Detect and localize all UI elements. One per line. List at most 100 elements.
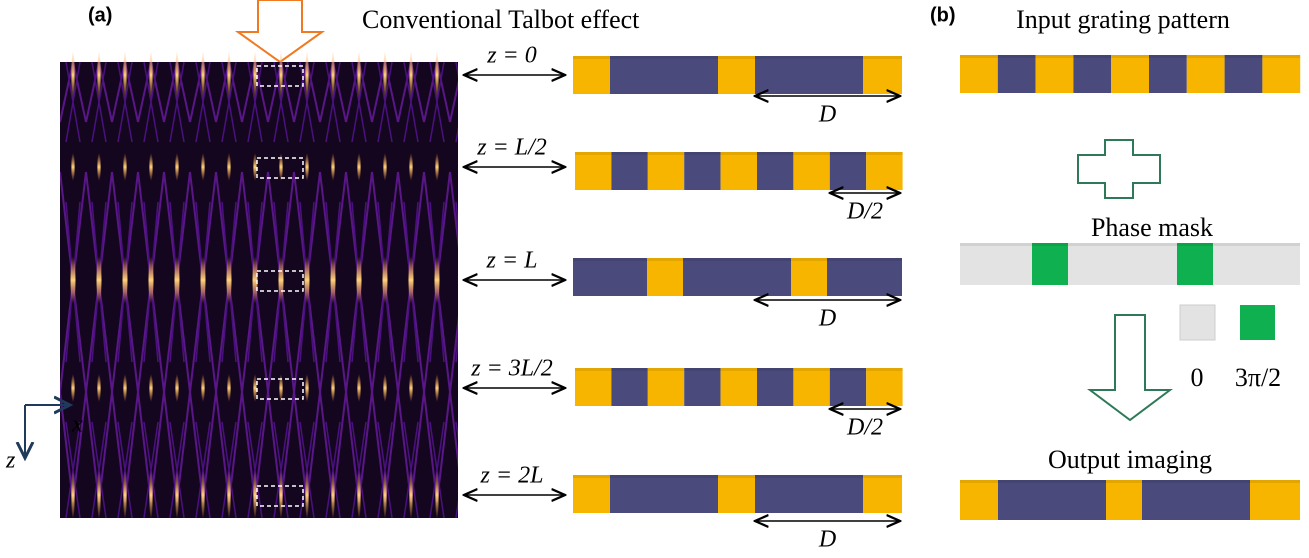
- fringe-peak: [435, 374, 439, 402]
- segment-top: [998, 480, 1106, 483]
- mask-title: Phase mask: [1091, 213, 1213, 242]
- fringe-peak: [253, 51, 257, 99]
- grating-segment: [1149, 55, 1187, 93]
- segment-top: [829, 152, 867, 155]
- fringe-peak: [97, 374, 101, 402]
- segment-top: [718, 475, 755, 478]
- segment-top: [684, 152, 721, 155]
- segment-top: [1068, 243, 1177, 246]
- segment-top: [610, 475, 718, 478]
- fringe-peak: [149, 374, 153, 402]
- segment-top: [610, 56, 718, 59]
- fringe-peak: [357, 51, 361, 99]
- segment-top: [1262, 55, 1301, 58]
- segment-top: [573, 258, 647, 261]
- grating-segment: [1032, 243, 1068, 285]
- grating-segment: [960, 480, 998, 520]
- z-label: z = 2L: [480, 463, 544, 489]
- grating-segment: [827, 258, 902, 296]
- z-label: z = 3L/2: [470, 356, 553, 382]
- segment-top: [829, 368, 867, 371]
- highlight-box: [256, 378, 304, 400]
- grating-segment: [1186, 55, 1225, 93]
- z-label: z = L: [486, 248, 538, 274]
- grating-segment: [960, 243, 1032, 285]
- highlight-box: [256, 157, 304, 179]
- fringe-peak: [409, 153, 413, 181]
- fringe-peak: [278, 256, 284, 304]
- period-label: D: [818, 102, 836, 128]
- fringe-peak: [201, 51, 205, 99]
- fringe-peak: [201, 471, 205, 519]
- grating-segment: [611, 152, 648, 190]
- fringe-peak: [148, 256, 154, 304]
- grating-segment: [573, 475, 610, 513]
- segment-top: [573, 475, 610, 478]
- period-label: D: [818, 306, 836, 332]
- grating-segment: [1262, 55, 1301, 93]
- grating-segment: [647, 368, 685, 406]
- fringe-peak: [71, 51, 75, 99]
- fringe-peak: [149, 471, 153, 519]
- segment-top: [960, 243, 1032, 246]
- fringe-peak: [97, 153, 101, 181]
- grating-segment: [718, 475, 755, 513]
- segment-top: [960, 55, 998, 58]
- fringe-peak: [175, 153, 179, 181]
- segment-top: [755, 475, 863, 478]
- segment-top: [757, 368, 794, 371]
- highlight-box: [256, 65, 304, 87]
- segment-top: [1213, 243, 1300, 246]
- grating-segment: [684, 368, 721, 406]
- grating-segment: [610, 475, 718, 513]
- fringe-peak: [71, 153, 75, 181]
- segment-top: [791, 258, 827, 261]
- segment-top: [684, 368, 721, 371]
- grating-segment: [1250, 480, 1300, 520]
- segment-top: [793, 152, 830, 155]
- segment-top: [1032, 243, 1068, 246]
- plus-sign: [1077, 139, 1161, 199]
- segment-top: [1073, 55, 1112, 58]
- fringe-peak: [279, 471, 283, 519]
- down-arrow: [1087, 314, 1173, 422]
- fringe-peak: [227, 374, 231, 402]
- grating-segment: [575, 368, 612, 406]
- grating-segment: [1035, 55, 1074, 93]
- grating-segment: [793, 152, 830, 190]
- grating-segment: [757, 152, 794, 190]
- segment-top: [1111, 55, 1149, 58]
- z-label: z = L/2: [476, 135, 547, 161]
- segment-top: [863, 475, 902, 478]
- fringe-peak: [123, 51, 127, 99]
- fringe-peak: [331, 374, 335, 402]
- fringe-peak: [383, 471, 387, 519]
- segment-top: [1250, 480, 1300, 483]
- segment-top: [1149, 55, 1187, 58]
- segment-top: [827, 258, 902, 261]
- fringe-peak: [434, 256, 440, 304]
- grating-segment: [1106, 480, 1142, 520]
- grating-segment: [863, 56, 902, 94]
- fringe-peak: [305, 51, 309, 99]
- panel-label: (b): [930, 4, 956, 26]
- highlight-box: [256, 270, 304, 292]
- grating-segment: [829, 368, 867, 406]
- grating-segment: [998, 480, 1106, 520]
- period-label: D/2: [846, 415, 883, 441]
- segment-top: [1186, 55, 1225, 58]
- segment-top: [575, 368, 612, 371]
- grating-segment: [1111, 55, 1149, 93]
- grating-segment: [647, 152, 685, 190]
- fringe-peak: [70, 256, 76, 304]
- fringe-peak: [383, 374, 387, 402]
- segment-top: [647, 368, 685, 371]
- fringe-peak: [305, 471, 309, 519]
- grating-segment: [755, 56, 863, 94]
- grating-segment: [684, 152, 721, 190]
- fringe-peak: [383, 153, 387, 181]
- segment-top: [575, 152, 612, 155]
- grating-segment: [1073, 55, 1112, 93]
- fringe-peak: [227, 153, 231, 181]
- fringe-peak: [382, 256, 388, 304]
